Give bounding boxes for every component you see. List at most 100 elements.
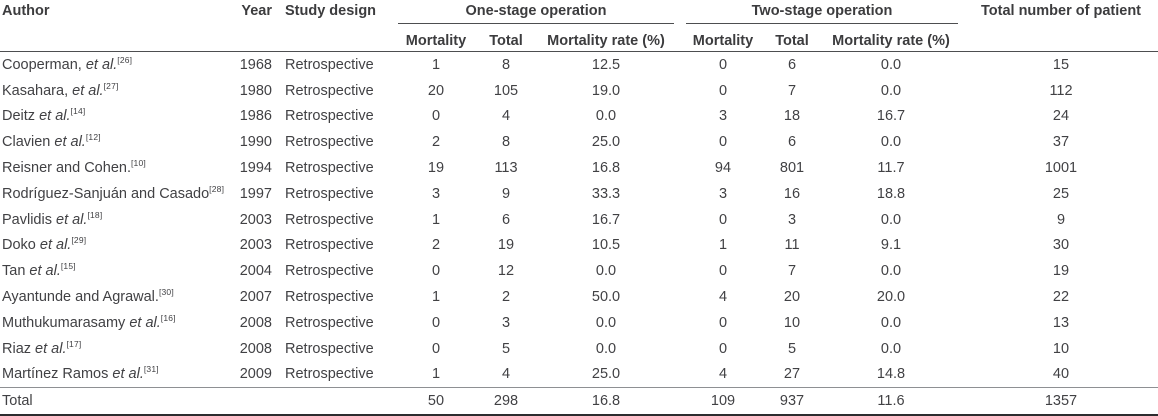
- author-name: Deitz: [2, 108, 36, 125]
- two-stage-mortality-cell: 0: [718, 314, 728, 331]
- two-stage-mortality-cell: 0: [718, 211, 728, 228]
- total-patients-cell: 10: [1052, 340, 1070, 357]
- one-stage-rate-cell: 0.0: [595, 340, 617, 357]
- one-stage-total-cell: 8: [501, 134, 511, 151]
- total-patients-cell: 15: [964, 50, 1158, 78]
- one-stage-total-cell: 19: [497, 237, 515, 254]
- two-stage-rate-cell: 0.0: [880, 211, 902, 228]
- total-patients-cell: 1001: [1044, 160, 1078, 177]
- table-header: Author Year Study design One-stage opera…: [0, 0, 1158, 52]
- two-stage-total-cell: 16: [783, 185, 801, 202]
- two-stage-total-cell: 18: [783, 108, 801, 125]
- study-design-cell: Retrospective: [274, 50, 392, 78]
- author-etal: et al.: [85, 56, 118, 73]
- table-row: Martínez Ramos et al.[31] 2009 Retrospecti…: [0, 362, 1158, 388]
- author-name: Rodríguez-Sanjuán and Casado: [2, 185, 210, 202]
- two-stage-mortality-cell: 3: [718, 185, 728, 202]
- year-cell: 2008: [239, 340, 272, 357]
- author-name: Tan: [2, 263, 26, 280]
- two-stage-rate-cell: 18.8: [876, 185, 906, 202]
- year-cell: 2004: [239, 263, 272, 280]
- two-stage-rate-cell: 9.1: [880, 237, 902, 254]
- author-reference: [10]: [130, 158, 146, 169]
- two-stage-total-header: Total: [775, 32, 809, 49]
- author-column-header: Author: [2, 3, 50, 19]
- author-etal: et al.: [29, 263, 61, 280]
- table-row: Doko et al.[29] 2003 Retrospective 2 19 10.5 1…: [0, 233, 1158, 259]
- one-stage-mortality-cell: 1: [392, 50, 480, 78]
- one-stage-mortality-cell: 3: [431, 185, 441, 202]
- two-stage-mortality-cell: 0: [718, 263, 728, 280]
- author-cell: Pavlidis et al.[18]: [0, 207, 232, 233]
- study-design-cell: Retrospective: [285, 340, 374, 357]
- one-stage-mortality-cell: 2: [431, 237, 441, 254]
- total-one-stage-rate: 16.8: [532, 387, 680, 416]
- one-stage-mortality-cell: 0: [431, 263, 441, 280]
- one-stage-total-cell: 4: [501, 366, 511, 383]
- year-cell: 2008: [239, 314, 272, 331]
- study-design-cell: Retrospective: [285, 314, 374, 331]
- author-cell: Kasahara, et al.[27]: [0, 78, 232, 104]
- two-stage-mortality-cell: 3: [718, 108, 728, 125]
- one-stage-mortality-header: Mortality: [405, 32, 467, 49]
- author-cell: Rodríguez-Sanjuán and Casado[28]: [0, 181, 232, 207]
- study-design-cell: Retrospective: [285, 185, 374, 202]
- one-stage-mortality-cell: 2: [431, 134, 441, 151]
- author-reference: [12]: [85, 132, 101, 143]
- author-name: Pavlidis: [2, 211, 52, 228]
- one-stage-rate-cell: 19.0: [591, 82, 621, 99]
- total-two-stage-mortality: 109: [680, 387, 766, 416]
- one-stage-total-cell: 2: [501, 289, 511, 306]
- one-stage-rate-cell: 33.3: [591, 185, 621, 202]
- author-cell: Deitz et al.[14]: [0, 104, 232, 130]
- year-cell: 1994: [239, 160, 272, 177]
- one-stage-rate-cell: 12.5: [532, 50, 680, 78]
- two-stage-total-cell: 11: [784, 237, 800, 254]
- two-stage-group-label: Two-stage operation: [686, 3, 958, 24]
- two-stage-total-cell: 20: [783, 289, 801, 306]
- two-stage-rate-cell: 20.0: [876, 289, 906, 306]
- total-patients-cell: 37: [1052, 134, 1070, 151]
- one-stage-total-cell: 8: [480, 50, 532, 78]
- one-stage-total-cell: 5: [501, 340, 511, 357]
- two-stage-total-cell: 6: [766, 50, 818, 78]
- author-name: Cooperman,: [2, 56, 82, 73]
- author-reference: [15]: [60, 261, 76, 272]
- study-design-cell: Retrospective: [285, 134, 374, 151]
- two-stage-total-cell: 6: [787, 134, 797, 151]
- one-stage-total-cell: 105: [493, 82, 519, 99]
- two-stage-rate-cell: 0.0: [880, 134, 902, 151]
- author-reference: [30]: [158, 287, 174, 298]
- year-cell: 1997: [239, 185, 272, 202]
- table-footer: Total 50 298 16.8 109 937 11.6 1357: [0, 387, 1158, 416]
- two-stage-mortality-cell: 1: [718, 237, 728, 254]
- two-stage-mortality-cell: 94: [714, 160, 732, 177]
- two-stage-mortality-header: Mortality: [692, 32, 754, 49]
- one-stage-rate-cell: 25.0: [591, 366, 621, 383]
- two-stage-rate-cell: 0.0: [880, 82, 902, 99]
- total-patients-cell: 112: [1049, 82, 1073, 99]
- one-stage-mortality-cell: 0: [431, 108, 441, 125]
- one-stage-rate-cell: 16.8: [591, 160, 621, 177]
- total-two-stage-rate: 11.6: [818, 387, 964, 416]
- author-cell: Muthukumarasamy et al.[16]: [0, 310, 232, 336]
- author-cell: Cooperman, et al.[26]: [0, 50, 232, 78]
- one-stage-group-header: One-stage operation: [392, 0, 680, 30]
- author-cell: Ayantunde and Agrawal.[30]: [0, 284, 232, 310]
- two-stage-total-cell: 7: [787, 263, 797, 280]
- one-stage-rate-cell: 0.0: [595, 263, 617, 280]
- one-stage-rate-cell: 50.0: [591, 289, 621, 306]
- author-name: Ayantunde and Agrawal.: [2, 289, 159, 306]
- table-row: Ayantunde and Agrawal.[30] 2007 Retrospect…: [0, 284, 1158, 310]
- one-stage-rate-header: Mortality rate (%): [547, 32, 665, 49]
- author-name: Muthukumarasamy: [2, 314, 126, 331]
- one-stage-mortality-cell: 19: [427, 160, 445, 177]
- study-design-cell: Retrospective: [285, 160, 374, 177]
- year-cell: 2007: [239, 289, 272, 306]
- two-stage-rate-cell: 11.7: [877, 160, 905, 177]
- year-column-header: Year: [241, 3, 272, 19]
- one-stage-total-cell: 6: [501, 211, 511, 228]
- author-reference: [18]: [87, 209, 103, 220]
- total-patients-cell: 9: [1056, 211, 1066, 228]
- author-etal: et al.: [39, 237, 72, 254]
